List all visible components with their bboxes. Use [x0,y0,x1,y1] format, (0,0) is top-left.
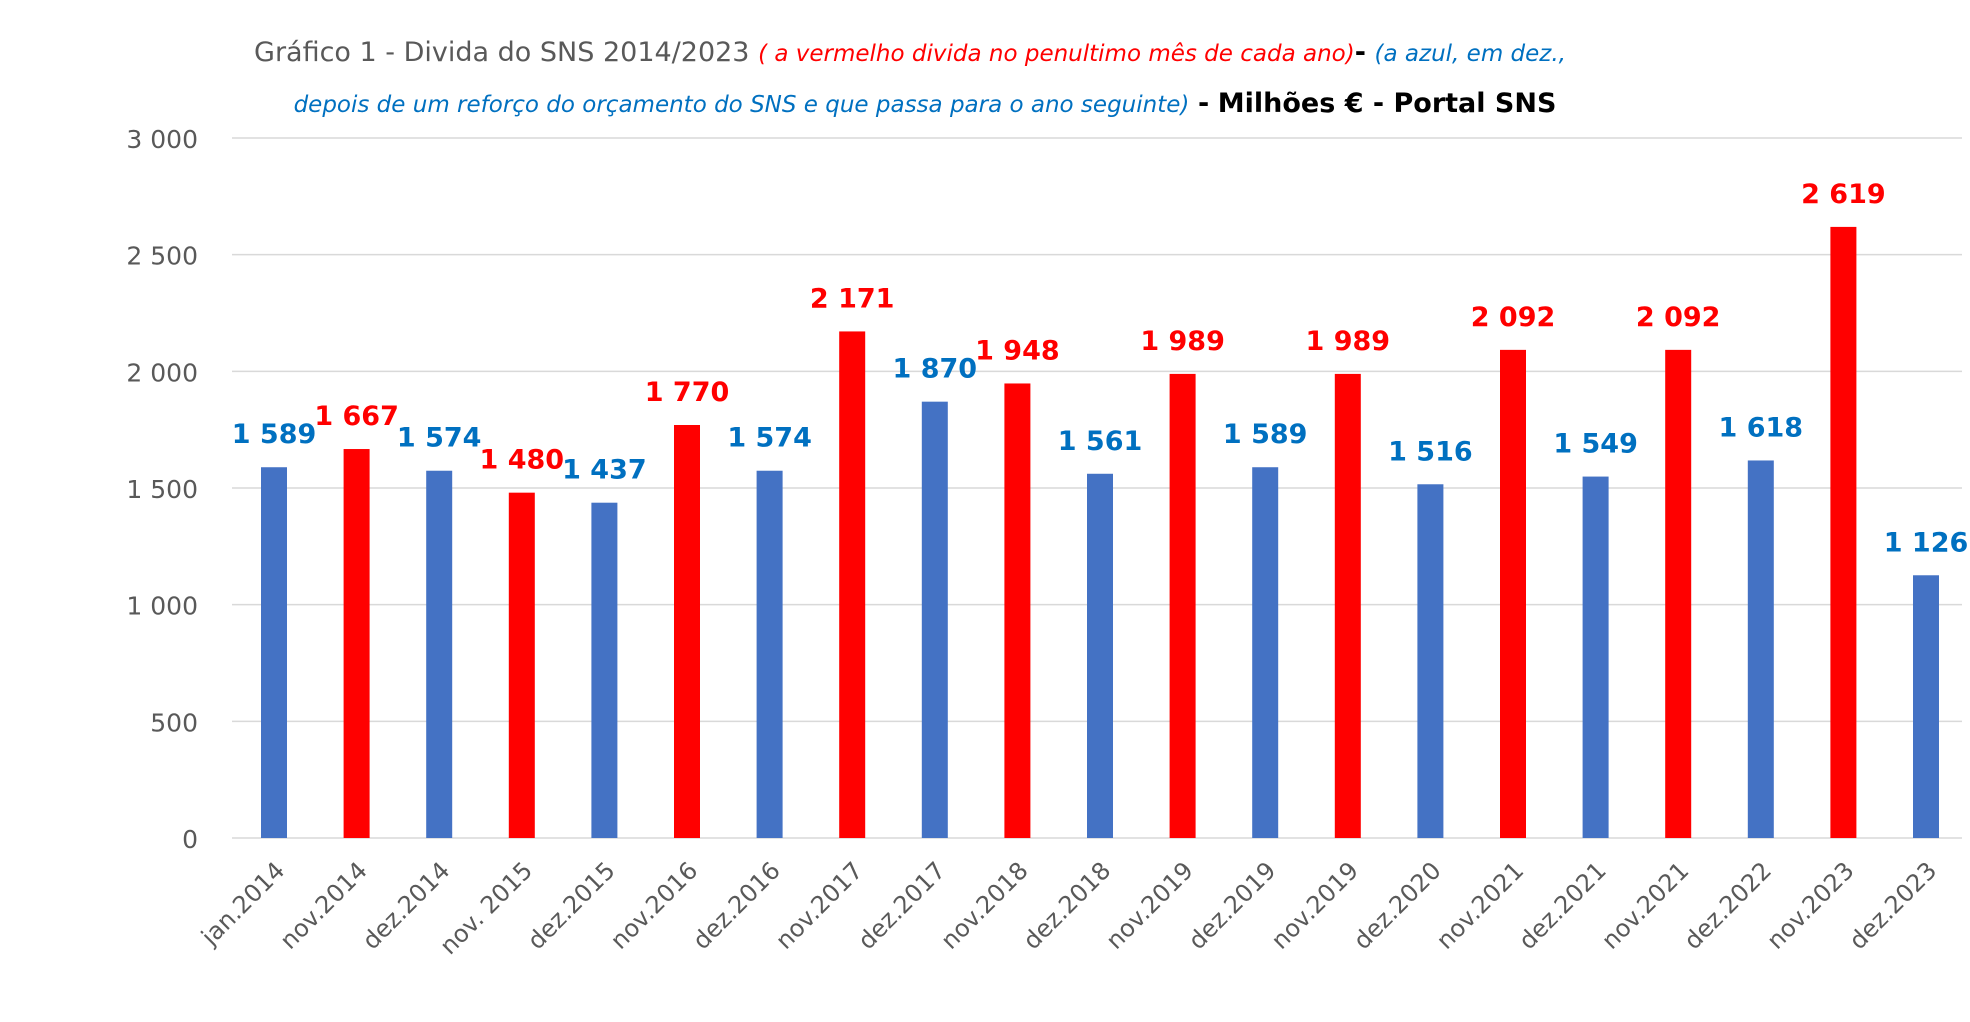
bar-blue [261,467,287,838]
x-tick-label: nov.2017 [770,856,868,954]
data-label: 1 589 [1223,419,1308,450]
bar-red [1169,373,1196,838]
data-label: 1 516 [1388,436,1473,467]
bars [261,226,1939,838]
bar-blue [591,502,618,838]
x-tick-label: nov.2016 [605,856,703,954]
bar-red [1665,349,1692,838]
x-tick-label: dez.2017 [853,856,952,955]
title-main: Gráfico 1 - Divida do SNS 2014/2023 [254,37,750,68]
y-tick-label: 0 [182,825,198,854]
title-unit: Milhões € - Portal SNS [1217,88,1557,119]
bar-red [674,425,700,838]
data-label: 1 618 [1719,412,1804,443]
data-label: 1 667 [314,401,399,432]
bar-red [839,331,866,838]
data-label: 1 126 [1884,527,1969,558]
x-tick-label: dez.2018 [1018,856,1117,955]
x-tick-label: dez.2016 [687,856,786,955]
y-tick-label: 500 [150,708,198,737]
bar-red [1004,383,1031,838]
data-label: 1 480 [480,445,565,476]
bar-red [343,449,370,838]
data-label: 1 770 [645,377,730,408]
x-tick-label: dez.2019 [1183,856,1282,955]
data-label: 1 989 [1306,326,1391,357]
data-label: 1 437 [562,455,647,486]
y-tick-label: 2 000 [126,358,198,387]
x-tick-label: dez.2015 [522,856,621,955]
data-label: 1 574 [727,423,812,454]
title-line-1: Gráfico 1 - Divida do SNS 2014/2023 ( a … [0,28,1970,79]
x-tick-label: nov.2019 [1101,856,1199,954]
y-tick-label: 2 500 [126,242,198,271]
data-label: 1 561 [1058,426,1143,457]
bar-red [1500,349,1526,838]
bar-blue [756,470,783,838]
title-blue-note-2: depois de um reforço do orçamento do SNS… [293,92,1190,118]
bar-blue [1747,460,1774,838]
title-dash-2: - [1197,88,1210,119]
title-blue-note-1: (a azul, em dez., [1374,41,1566,67]
bar-blue [921,401,948,838]
data-label: 1 549 [1553,429,1638,460]
chart-title: Gráfico 1 - Divida do SNS 2014/2023 ( a … [0,28,1970,130]
y-axis-ticks: 0 500 1 000 1 500 2 000 2 500 3 000 [126,125,198,854]
x-tick-label: nov.2021 [1596,856,1694,954]
x-tick-label: dez.2022 [1679,856,1778,955]
data-label: 1 574 [397,423,482,454]
x-tick-label: dez.2021 [1513,856,1612,955]
x-tick-label: dez.2023 [1844,856,1943,955]
x-tick-label: nov.2019 [1266,856,1364,954]
data-label: 2 092 [1636,302,1721,333]
bar-blue [1252,467,1279,838]
bar-blue [426,470,453,838]
bar-blue [1087,473,1113,838]
title-red-note: ( a vermelho divida no penultimo mês de … [758,41,1355,67]
title-line-2: depois de um reforço do orçamento do SNS… [0,79,1970,130]
data-label: 1 589 [232,419,317,450]
title-dash-1: - [1354,37,1366,68]
bar-red [1830,226,1857,838]
bar-red [508,492,535,838]
data-label: 1 989 [1140,326,1225,357]
x-tick-label: nov.2023 [1761,856,1859,954]
bar-blue [1913,575,1939,838]
data-label: 2 171 [810,283,895,314]
data-label: 1 948 [975,335,1060,366]
data-label: 2 092 [1471,302,1556,333]
x-tick-label: nov.2018 [935,856,1033,954]
x-tick-label: nov.2021 [1431,856,1529,954]
bar-red [1334,373,1361,838]
y-tick-label: 1 500 [126,475,198,504]
x-tick-label: nov.2014 [275,856,373,954]
y-tick-label: 1 000 [126,592,198,621]
data-label: 1 870 [893,354,978,385]
y-tick-label: 3 000 [126,125,198,154]
bar-blue [1582,476,1609,838]
x-tick-label: dez.2020 [1348,856,1447,955]
bar-blue [1417,484,1444,838]
data-label: 2 619 [1801,179,1886,210]
